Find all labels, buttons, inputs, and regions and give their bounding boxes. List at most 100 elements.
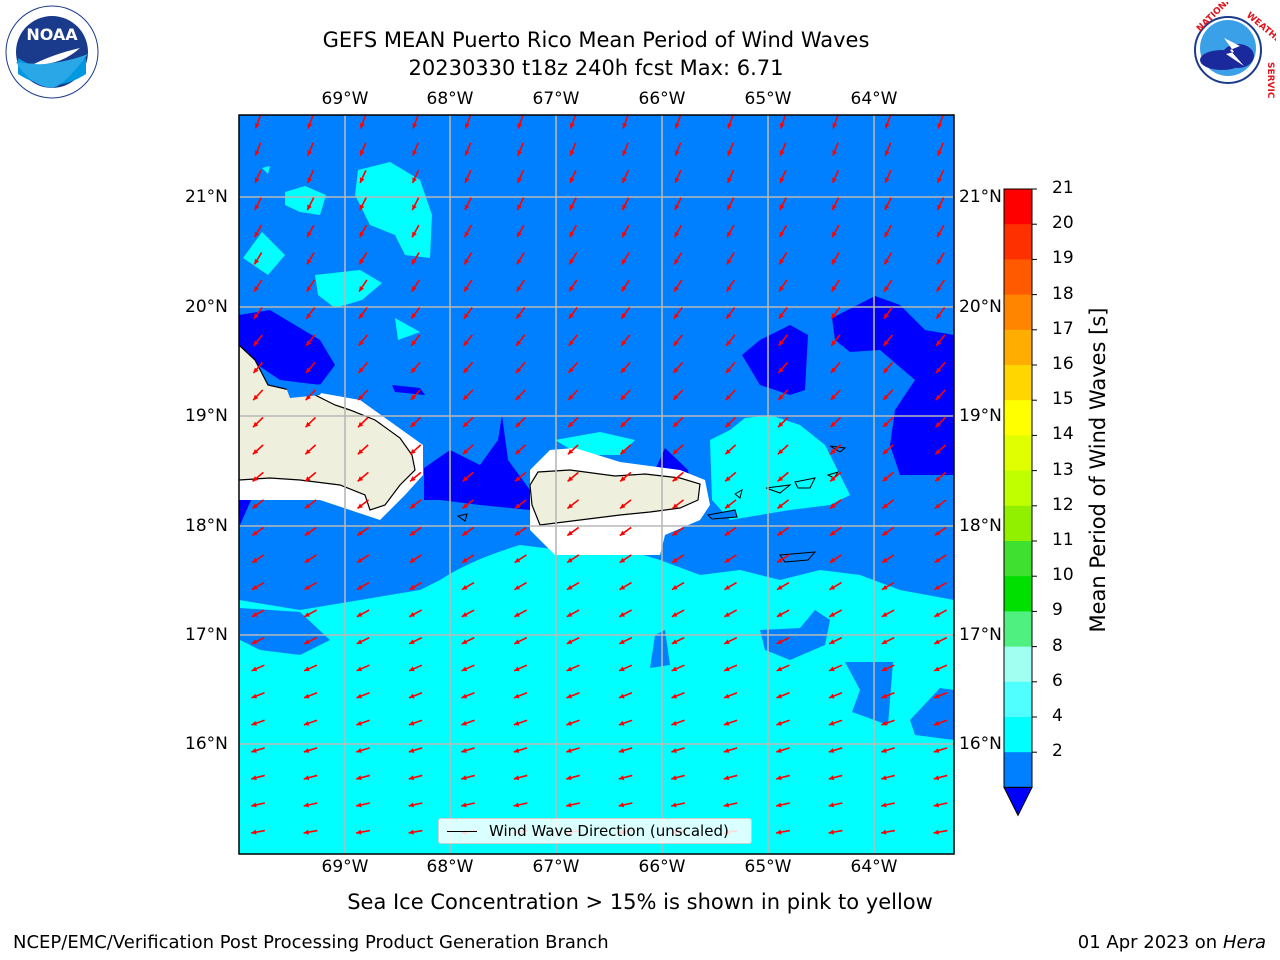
wind-arrow bbox=[409, 581, 422, 591]
wind-arrow bbox=[567, 361, 579, 374]
wind-arrow bbox=[356, 581, 370, 591]
lat-label-left: 17°N bbox=[185, 625, 228, 645]
wind-arrow bbox=[409, 416, 422, 428]
colorbar-segment bbox=[1004, 470, 1032, 507]
wind-arrow bbox=[516, 252, 525, 265]
colorbar-tick-label: 14 bbox=[1052, 424, 1074, 445]
colorbar-tick-label: 11 bbox=[1052, 530, 1074, 550]
wind-arrow bbox=[671, 691, 685, 699]
wind-arrow bbox=[724, 444, 737, 455]
wind-arrow bbox=[777, 416, 789, 428]
wind-arrow bbox=[776, 664, 790, 672]
colorbar-tick-label: 13 bbox=[1052, 459, 1074, 480]
wind-arrow bbox=[304, 444, 317, 455]
island-small bbox=[826, 471, 840, 479]
lon-label-bottom: 64°W bbox=[850, 857, 898, 877]
wind-arrow bbox=[356, 499, 370, 510]
wind-arrow bbox=[829, 444, 842, 455]
wind-arrow bbox=[305, 306, 316, 320]
wind-arrow bbox=[830, 389, 841, 401]
wind-arrow bbox=[408, 609, 423, 618]
wind-arrow bbox=[723, 664, 738, 672]
wind-arrow bbox=[566, 609, 580, 618]
colorbar-tick-label: 20 bbox=[1052, 213, 1074, 234]
wind-arrow bbox=[778, 279, 788, 293]
wind-arrow bbox=[881, 609, 895, 618]
wind-arrow bbox=[513, 691, 528, 699]
wind-arrow bbox=[566, 581, 580, 591]
wind-arrow bbox=[828, 774, 843, 781]
wind-arrow bbox=[671, 664, 685, 672]
wind-arrow bbox=[776, 747, 790, 753]
wind-arrow bbox=[304, 471, 317, 483]
wind-arrow bbox=[254, 142, 262, 157]
colorbar-tick-label: 2 bbox=[1052, 741, 1063, 762]
wind-arrow bbox=[671, 581, 685, 591]
wind-arrow bbox=[618, 664, 633, 672]
wind-arrow bbox=[569, 142, 577, 157]
svg-text:SERVICE: SERVICE bbox=[1265, 62, 1275, 98]
wind-arrow bbox=[359, 142, 367, 157]
wind-arrow bbox=[358, 334, 368, 347]
wind-arrow bbox=[304, 526, 317, 537]
lat-label-right: 17°N bbox=[959, 625, 1002, 645]
wind-arrow bbox=[935, 361, 946, 374]
nws-logo: NATIONAL WEATHER SERVICE bbox=[1180, 0, 1280, 105]
wind-arrow bbox=[513, 747, 528, 753]
colorbar-segment bbox=[1004, 224, 1032, 260]
wind-arrow bbox=[672, 444, 684, 455]
wind-arrow bbox=[775, 802, 791, 808]
wind-arrow bbox=[306, 224, 315, 238]
wind-arrow bbox=[461, 774, 475, 781]
cyan-north-patch bbox=[262, 166, 270, 174]
wind-arrow bbox=[464, 169, 472, 184]
wind-arrow bbox=[358, 306, 368, 320]
wind-arrow bbox=[356, 719, 370, 726]
lat-label-left: 20°N bbox=[185, 297, 228, 317]
wind-arrow bbox=[251, 747, 265, 753]
wind-arrow bbox=[881, 554, 895, 564]
wind-arrow bbox=[358, 279, 368, 293]
wind-arrow bbox=[621, 197, 630, 211]
lat-label-right: 19°N bbox=[959, 406, 1002, 426]
wind-arrow bbox=[777, 389, 789, 401]
wind-arrow bbox=[357, 471, 369, 483]
wind-arrow bbox=[933, 609, 948, 618]
wind-arrow bbox=[461, 719, 475, 726]
wind-arrow bbox=[832, 115, 839, 129]
colorbar-tick-label: 4 bbox=[1052, 706, 1063, 726]
wind-arrow bbox=[253, 306, 263, 320]
wind-arrow bbox=[883, 306, 893, 320]
wind-arrow bbox=[568, 252, 578, 265]
legend-line-icon bbox=[447, 830, 477, 832]
wind-arrow bbox=[305, 334, 316, 347]
wind-arrow bbox=[882, 416, 894, 428]
wind-arrow bbox=[566, 691, 580, 699]
wind-arrow bbox=[410, 334, 421, 347]
wind-arrow bbox=[358, 224, 368, 238]
wind-arrow bbox=[566, 636, 580, 645]
wind-arrow bbox=[935, 279, 946, 293]
colorbar-extend-arrow bbox=[1003, 786, 1033, 817]
wind-arrow bbox=[831, 197, 840, 211]
wind-arrow bbox=[566, 747, 580, 753]
cyan-north-patch bbox=[315, 270, 382, 308]
wind-arrow bbox=[884, 169, 892, 184]
wind-arrow bbox=[251, 691, 265, 699]
colorbar-tick-label: 16 bbox=[1052, 354, 1074, 374]
wind-arrow bbox=[884, 197, 892, 211]
wind-arrow bbox=[933, 802, 948, 808]
wind-arrow bbox=[515, 361, 526, 374]
wind-arrow bbox=[776, 499, 790, 510]
dark-blue-region bbox=[239, 498, 252, 525]
chart-subtitle: 20230330 t18z 240h fcst Max: 6.71 bbox=[408, 56, 784, 80]
wind-arrow bbox=[725, 334, 736, 347]
wind-arrow bbox=[881, 774, 895, 781]
wind-arrow bbox=[412, 115, 419, 129]
wind-arrow bbox=[356, 526, 370, 537]
wind-arrow bbox=[776, 719, 790, 726]
wind-arrow bbox=[831, 169, 840, 184]
wind-arrow bbox=[464, 197, 472, 211]
wind-arrow bbox=[830, 334, 841, 347]
wind-arrow bbox=[303, 609, 318, 618]
